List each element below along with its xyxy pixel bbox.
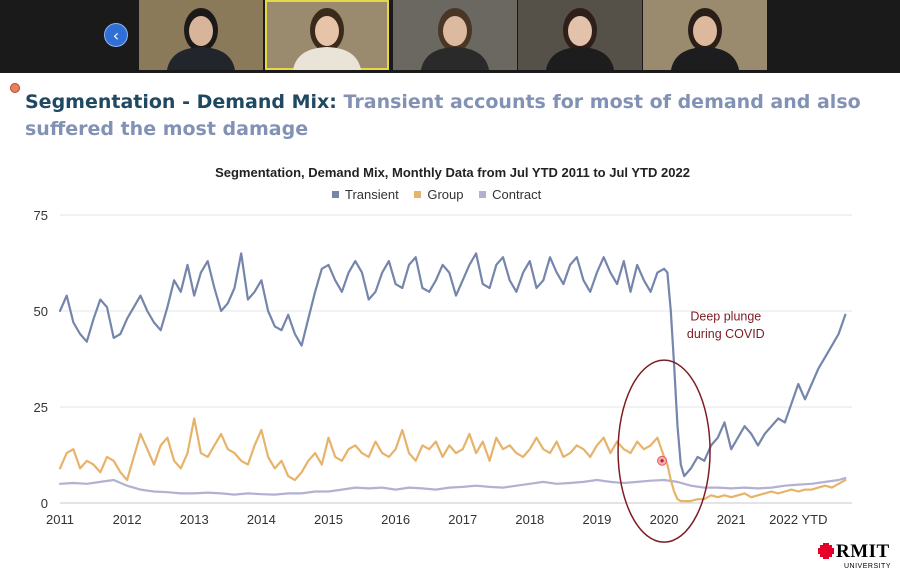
pointer-dot-center [660,459,664,463]
legend-label-contract: Contract [492,187,542,202]
shared-slide: Segmentation - Demand Mix: Transient acc… [0,73,900,576]
legend-swatch-group [414,191,422,198]
meeting-top-bar: ‹ [0,0,900,72]
participant-body [293,47,361,70]
rmit-pixel-mark-icon [818,543,834,559]
covid-highlight-ellipse [617,359,711,543]
participant-video-tile[interactable] [518,0,642,70]
legend-item-contract: Contract [479,187,541,202]
participant-video-tile[interactable] [643,0,767,70]
series-line-group [58,417,847,503]
participant-face [189,16,213,46]
recording-indicator-icon [10,83,20,93]
x-tick-label: 2014 [247,512,276,527]
participant-face [568,16,592,46]
slide-title-lead: Segmentation - Demand Mix: [25,91,337,113]
y-tick-label: 0 [41,496,48,511]
x-tick-label: 2012 [113,512,142,527]
participant-avatar-icon [421,8,489,70]
annotation-line-2: during COVID [687,327,765,341]
participant-video-tile[interactable] [265,0,389,70]
x-tick-label: 2013 [180,512,209,527]
participant-video-tile[interactable] [139,0,263,70]
previous-participants-button[interactable]: ‹ [104,23,128,47]
participant-body [671,47,739,70]
legend-item-group: Group [414,187,463,202]
logo-subtitle: UNIVERSITY [844,563,892,570]
chart-legend: Transient Group Contract [332,187,553,202]
annotation-line-1: Deep plunge [690,310,761,324]
participant-avatar-icon [671,8,739,70]
legend-swatch-contract [479,191,487,198]
x-tick-label: 2022 YTD [769,512,827,527]
participant-body [167,47,235,70]
slide-title-rest: Transient accounts for most of demand an… [25,91,861,140]
participant-avatar-icon [546,8,614,70]
series-line-transient [58,252,847,478]
demand-mix-line-chart: 0 25 50 75 2011 2012 2013 2014 2015 2016 2017 2018 2… [34,208,852,543]
x-tick-label: 2017 [448,512,477,527]
x-tick-label: 2015 [314,512,343,527]
participant-body [421,47,489,70]
logo-wordmark: RMIT [836,541,890,562]
y-tick-label: 75 [34,208,48,223]
rmit-logo: RMIT UNIVERSITY [818,541,898,575]
chart-title: Segmentation, Demand Mix, Monthly Data f… [215,165,690,180]
y-tick-label: 50 [34,304,48,319]
slide-title: Segmentation - Demand Mix: Transient acc… [25,89,885,143]
x-tick-label: 2018 [515,512,544,527]
y-tick-label: 25 [34,400,48,415]
series-line-contract [58,476,847,496]
x-tick-label: 2020 [650,512,679,527]
participant-face [315,16,339,46]
participant-avatar-icon [293,8,361,70]
x-tick-label: 2019 [582,512,611,527]
participant-body [546,47,614,70]
participant-face [443,16,467,46]
legend-label-group: Group [427,187,464,202]
participant-video-tile[interactable] [393,0,517,70]
legend-label-transient: Transient [345,187,399,202]
x-tick-label: 2016 [381,512,410,527]
participant-avatar-icon [167,8,235,70]
x-tick-label: 2021 [717,512,746,527]
legend-item-transient: Transient [332,187,399,202]
participant-face [693,16,717,46]
legend-swatch-transient [332,191,339,198]
x-tick-label: 2011 [46,512,74,527]
